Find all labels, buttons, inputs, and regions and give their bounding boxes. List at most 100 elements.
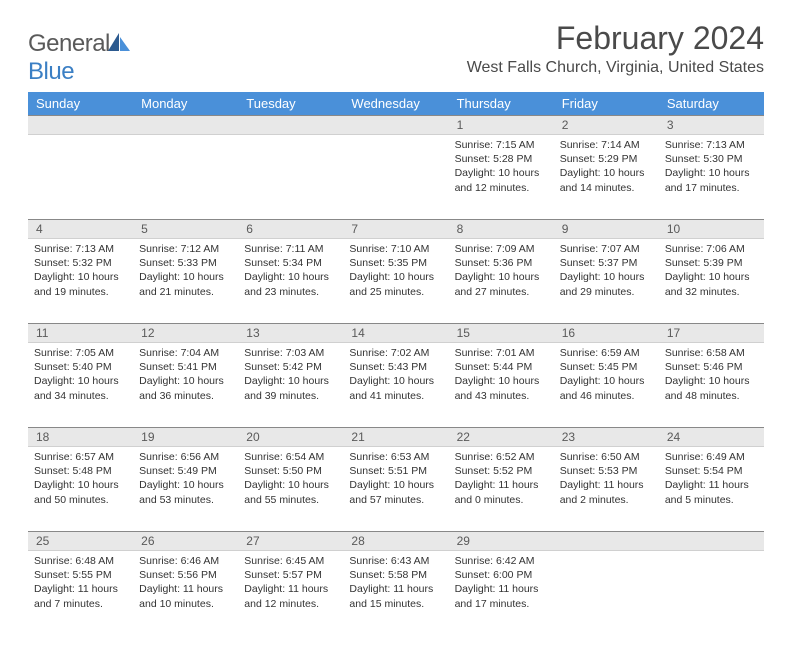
daylight-text: and 12 minutes. xyxy=(455,181,548,195)
sunrise-text: Sunrise: 7:10 AM xyxy=(349,242,442,256)
sunset-text: Sunset: 5:44 PM xyxy=(455,360,548,374)
daylight-text: Daylight: 11 hours xyxy=(349,582,442,596)
sunrise-text: Sunrise: 7:13 AM xyxy=(665,138,758,152)
daylight-text: and 46 minutes. xyxy=(560,389,653,403)
day-header: Tuesday xyxy=(238,92,343,115)
daylight-text: and 10 minutes. xyxy=(139,597,232,611)
sunrise-text: Sunrise: 7:03 AM xyxy=(244,346,337,360)
day-cell: Sunrise: 7:05 AMSunset: 5:40 PMDaylight:… xyxy=(28,343,133,427)
day-header: Saturday xyxy=(659,92,764,115)
sunset-text: Sunset: 5:56 PM xyxy=(139,568,232,582)
day-cell: Sunrise: 7:01 AMSunset: 5:44 PMDaylight:… xyxy=(449,343,554,427)
daylight-text: Daylight: 10 hours xyxy=(139,374,232,388)
day-cell: Sunrise: 6:52 AMSunset: 5:52 PMDaylight:… xyxy=(449,447,554,531)
sunset-text: Sunset: 6:00 PM xyxy=(455,568,548,582)
day-number xyxy=(554,532,659,550)
day-cell: Sunrise: 6:53 AMSunset: 5:51 PMDaylight:… xyxy=(343,447,448,531)
day-number: 17 xyxy=(659,324,764,342)
day-number: 14 xyxy=(343,324,448,342)
day-cell xyxy=(554,551,659,635)
sunrise-text: Sunrise: 6:57 AM xyxy=(34,450,127,464)
daylight-text: Daylight: 10 hours xyxy=(139,478,232,492)
sunset-text: Sunset: 5:49 PM xyxy=(139,464,232,478)
sunrise-text: Sunrise: 7:05 AM xyxy=(34,346,127,360)
sunset-text: Sunset: 5:52 PM xyxy=(455,464,548,478)
day-cell: Sunrise: 6:58 AMSunset: 5:46 PMDaylight:… xyxy=(659,343,764,427)
daylight-text: and 15 minutes. xyxy=(349,597,442,611)
day-number: 15 xyxy=(449,324,554,342)
daylight-text: Daylight: 10 hours xyxy=(349,374,442,388)
day-number: 19 xyxy=(133,428,238,446)
day-header: Sunday xyxy=(28,92,133,115)
month-title: February 2024 xyxy=(467,20,764,57)
daylight-text: Daylight: 10 hours xyxy=(560,374,653,388)
sunrise-text: Sunrise: 7:12 AM xyxy=(139,242,232,256)
daylight-text: and 25 minutes. xyxy=(349,285,442,299)
day-cell: Sunrise: 7:15 AMSunset: 5:28 PMDaylight:… xyxy=(449,135,554,219)
day-number: 25 xyxy=(28,532,133,550)
sunrise-text: Sunrise: 7:11 AM xyxy=(244,242,337,256)
day-number: 27 xyxy=(238,532,343,550)
daylight-text: Daylight: 10 hours xyxy=(349,270,442,284)
day-number xyxy=(133,116,238,134)
daylight-text: and 50 minutes. xyxy=(34,493,127,507)
day-number xyxy=(343,116,448,134)
day-number: 13 xyxy=(238,324,343,342)
daylight-text: and 7 minutes. xyxy=(34,597,127,611)
sunrise-text: Sunrise: 6:49 AM xyxy=(665,450,758,464)
day-cell xyxy=(659,551,764,635)
daynum-row: 18192021222324 xyxy=(28,427,764,447)
sunset-text: Sunset: 5:36 PM xyxy=(455,256,548,270)
daylight-text: Daylight: 10 hours xyxy=(560,166,653,180)
daylight-text: and 29 minutes. xyxy=(560,285,653,299)
day-cell xyxy=(28,135,133,219)
day-cell: Sunrise: 6:42 AMSunset: 6:00 PMDaylight:… xyxy=(449,551,554,635)
sunrise-text: Sunrise: 6:46 AM xyxy=(139,554,232,568)
day-headers: Sunday Monday Tuesday Wednesday Thursday… xyxy=(28,92,764,115)
day-cell: Sunrise: 7:07 AMSunset: 5:37 PMDaylight:… xyxy=(554,239,659,323)
sunset-text: Sunset: 5:48 PM xyxy=(34,464,127,478)
daylight-text: Daylight: 11 hours xyxy=(139,582,232,596)
calendar-page: GeneralBlue February 2024 West Falls Chu… xyxy=(0,0,792,645)
day-number: 11 xyxy=(28,324,133,342)
daylight-text: and 5 minutes. xyxy=(665,493,758,507)
sunset-text: Sunset: 5:53 PM xyxy=(560,464,653,478)
sunset-text: Sunset: 5:28 PM xyxy=(455,152,548,166)
sunrise-text: Sunrise: 7:02 AM xyxy=(349,346,442,360)
day-number: 7 xyxy=(343,220,448,238)
sunrise-text: Sunrise: 7:01 AM xyxy=(455,346,548,360)
daylight-text: and 27 minutes. xyxy=(455,285,548,299)
sunrise-text: Sunrise: 6:42 AM xyxy=(455,554,548,568)
day-number: 24 xyxy=(659,428,764,446)
daylight-text: and 34 minutes. xyxy=(34,389,127,403)
day-cell: Sunrise: 6:59 AMSunset: 5:45 PMDaylight:… xyxy=(554,343,659,427)
day-number: 16 xyxy=(554,324,659,342)
brand-blue: Blue xyxy=(28,58,74,85)
day-number: 2 xyxy=(554,116,659,134)
day-cell xyxy=(133,135,238,219)
daylight-text: and 19 minutes. xyxy=(34,285,127,299)
weeks-container: 123Sunrise: 7:15 AMSunset: 5:28 PMDaylig… xyxy=(28,115,764,635)
day-cell: Sunrise: 6:46 AMSunset: 5:56 PMDaylight:… xyxy=(133,551,238,635)
daynum-row: 123 xyxy=(28,115,764,135)
sail-icon xyxy=(108,33,130,51)
day-cell: Sunrise: 6:43 AMSunset: 5:58 PMDaylight:… xyxy=(343,551,448,635)
daylight-text: Daylight: 10 hours xyxy=(244,478,337,492)
day-number: 3 xyxy=(659,116,764,134)
daylight-text: Daylight: 11 hours xyxy=(665,478,758,492)
sunset-text: Sunset: 5:39 PM xyxy=(665,256,758,270)
sunrise-text: Sunrise: 6:52 AM xyxy=(455,450,548,464)
day-cell: Sunrise: 7:03 AMSunset: 5:42 PMDaylight:… xyxy=(238,343,343,427)
day-number xyxy=(238,116,343,134)
day-header: Wednesday xyxy=(343,92,448,115)
sunset-text: Sunset: 5:32 PM xyxy=(34,256,127,270)
day-number: 9 xyxy=(554,220,659,238)
day-number: 12 xyxy=(133,324,238,342)
daylight-text: and 23 minutes. xyxy=(244,285,337,299)
sunset-text: Sunset: 5:46 PM xyxy=(665,360,758,374)
sunrise-text: Sunrise: 7:07 AM xyxy=(560,242,653,256)
sunset-text: Sunset: 5:58 PM xyxy=(349,568,442,582)
sunset-text: Sunset: 5:40 PM xyxy=(34,360,127,374)
daylight-text: and 17 minutes. xyxy=(455,597,548,611)
day-number: 20 xyxy=(238,428,343,446)
